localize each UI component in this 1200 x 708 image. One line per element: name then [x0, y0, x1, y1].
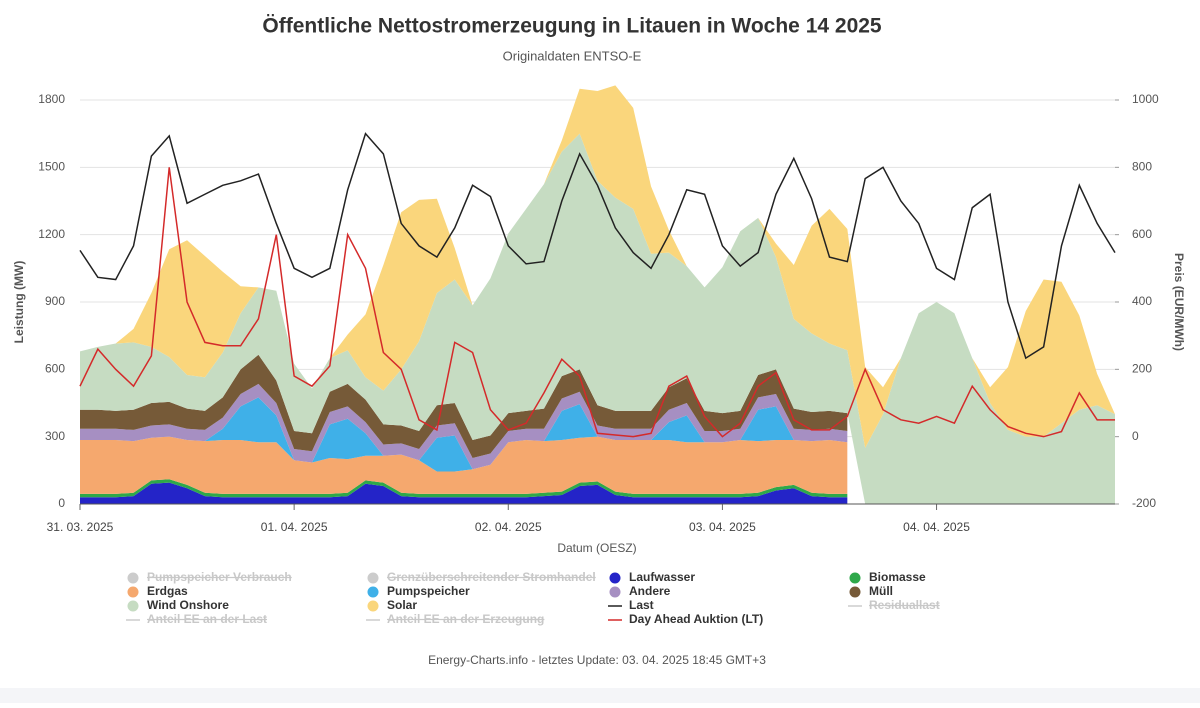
area — [80, 479, 848, 498]
area — [80, 436, 848, 494]
area — [80, 85, 1115, 448]
area — [80, 133, 1115, 504]
line — [79, 167, 1115, 438]
y-tick-label: 0 — [58, 496, 65, 510]
legend-marker — [609, 586, 621, 598]
area — [80, 397, 848, 472]
legend-marker — [367, 572, 379, 584]
area — [80, 383, 848, 470]
y2-tick-label: 0 — [1132, 429, 1139, 443]
chart-title: Öffentliche Nettostromerzeugung in Litau… — [262, 15, 882, 38]
legend-label[interactable]: Pumpspeicher — [387, 584, 470, 598]
y2-tick-label: 200 — [1132, 362, 1152, 376]
legend-label[interactable]: Solar — [387, 598, 417, 612]
y-tick-label: 1200 — [38, 227, 65, 241]
y-tick-label: 300 — [45, 429, 65, 443]
legend-label[interactable]: Pumpspeicher Verbrauch — [147, 570, 292, 584]
legend-label[interactable]: Anteil EE an der Last — [147, 612, 267, 626]
legend-marker — [127, 572, 139, 584]
y-tick-label: 1800 — [38, 92, 65, 106]
y-axis-label: Leistung (MW) — [12, 261, 26, 344]
legend-label[interactable]: Müll — [869, 584, 893, 598]
legend-label[interactable]: Biomasse — [869, 570, 926, 584]
x-tick-label: 03. 04. 2025 — [689, 520, 756, 534]
legend-label[interactable]: Wind Onshore — [147, 598, 229, 612]
legend-label[interactable]: Grenzüberschreitender Stromhandel — [387, 570, 596, 584]
legend-marker — [609, 572, 621, 584]
legend-marker — [367, 600, 379, 612]
x-tick-label: 04. 04. 2025 — [903, 520, 970, 534]
legend-label[interactable]: Anteil EE an der Erzeugung — [387, 612, 544, 626]
x-tick-label: 02. 04. 2025 — [475, 520, 542, 534]
y-tick-label: 600 — [45, 362, 65, 376]
y-tick-label: 1500 — [38, 160, 65, 174]
legend-marker — [367, 586, 379, 598]
x-tick-label: 31. 03. 2025 — [47, 520, 114, 534]
line — [79, 132, 1116, 360]
legend-label[interactable]: Residuallast — [869, 598, 940, 612]
legend-label[interactable]: Day Ahead Auktion (LT) — [629, 612, 763, 626]
y2-tick-label: 400 — [1132, 294, 1152, 308]
legend-marker — [127, 586, 139, 598]
x-tick-label: 01. 04. 2025 — [261, 520, 328, 534]
y2-tick-label: -200 — [1132, 496, 1156, 510]
legend-marker — [849, 586, 861, 598]
footer: Energy-Charts.info - letztes Update: 03.… — [428, 653, 766, 667]
legend-label[interactable]: Erdgas — [147, 584, 188, 598]
legend-label[interactable]: Laufwasser — [629, 570, 695, 584]
y2-tick-label: 1000 — [1132, 92, 1159, 106]
area — [80, 482, 848, 504]
chart-subtitle: Originaldaten ENTSO-E — [503, 48, 642, 63]
area — [80, 354, 848, 458]
bottom-bar — [0, 688, 1200, 703]
legend-marker — [127, 600, 139, 612]
y-tick-label: 900 — [45, 294, 65, 308]
y2-axis-label: Preis (EUR/MWh) — [1172, 253, 1186, 351]
legend-marker — [849, 572, 861, 584]
legend-label[interactable]: Last — [629, 598, 654, 612]
x-axis-label: Datum (OESZ) — [557, 541, 636, 555]
y2-tick-label: 600 — [1132, 227, 1152, 241]
legend-label[interactable]: Andere — [629, 584, 671, 598]
y2-tick-label: 800 — [1132, 160, 1152, 174]
